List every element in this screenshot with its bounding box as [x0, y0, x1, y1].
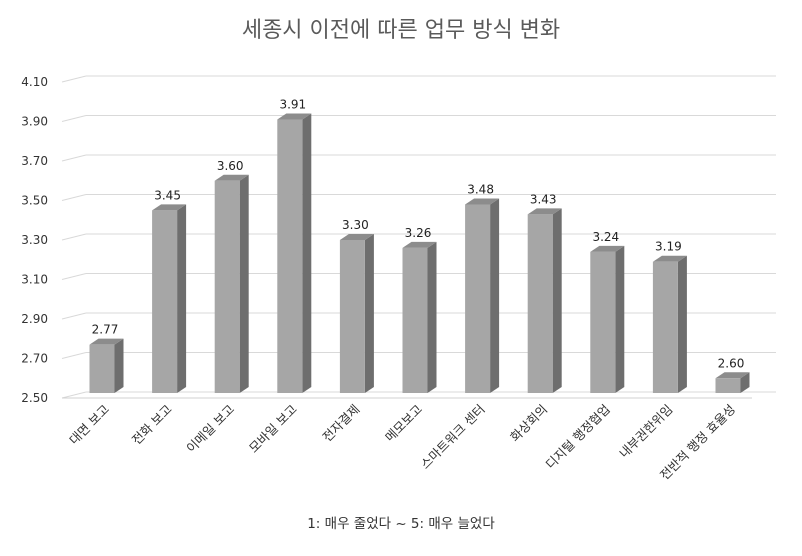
data-label: 3.60: [217, 159, 244, 173]
gridline-slant: [61, 312, 87, 320]
y-tick-label: 3.10: [21, 273, 48, 287]
x-tick-label: 내부권한위임: [616, 402, 675, 461]
y-tick-label: 2.90: [21, 312, 48, 326]
bar-layer: [89, 113, 750, 394]
bar-top: [277, 113, 312, 120]
x-tick-label: 디지털 행정협업: [543, 402, 613, 472]
data-label: 2.60: [718, 356, 745, 370]
bar-side: [177, 204, 187, 393]
bar-top: [214, 174, 249, 181]
y-tick-label: 3.30: [21, 233, 48, 247]
data-label: 3.91: [279, 98, 306, 112]
bar-front: [590, 251, 616, 393]
bar: [715, 372, 750, 393]
bar: [652, 255, 687, 393]
bar-front: [89, 344, 115, 393]
bar-top: [89, 338, 124, 345]
bar: [527, 208, 562, 393]
data-label: 3.43: [530, 192, 557, 206]
data-label: 3.45: [154, 188, 181, 202]
bar-front: [277, 119, 303, 394]
data-label: 2.77: [92, 323, 119, 337]
bar-top: [152, 204, 187, 211]
x-tick-label: 모바일 보고: [246, 402, 300, 456]
bar-side: [490, 198, 500, 393]
bar-front: [402, 247, 428, 393]
x-tick-label: 화상회의: [507, 402, 550, 445]
x-tick-label: 대면 보고: [66, 402, 112, 448]
bar-top: [402, 241, 437, 248]
gridline-slant: [61, 115, 87, 122]
bar-side: [114, 338, 124, 393]
bar: [339, 234, 374, 393]
chart-title: 세종시 이전에 따른 업무 방식 변화: [242, 18, 560, 43]
bar-front: [715, 378, 741, 393]
bar-front: [214, 180, 240, 393]
bar-side: [552, 208, 562, 393]
gridline-slant: [61, 233, 87, 241]
bar-front: [152, 210, 178, 393]
x-tick-label: 전자결제: [319, 402, 362, 445]
bar: [89, 338, 124, 393]
gridline-slant: [61, 352, 87, 359]
value-labels: 2.77 3.45 3.60 3.91 3.30 3.26 3.48 3.43 3.24 3.19…: [92, 98, 745, 371]
bar: [214, 174, 249, 393]
y-axis-ticks: 2.50 2.70 2.90 3.10 3.30 3.50 3.70 3.90 4.10: [21, 75, 48, 405]
gridline-slant: [61, 154, 87, 162]
bar-side: [302, 113, 312, 394]
y-tick-label: 3.70: [21, 154, 48, 168]
x-tick-label: 전화 보고: [129, 402, 175, 448]
data-label: 3.30: [342, 218, 369, 232]
data-label: 3.19: [655, 240, 682, 254]
x-tick-label: 이메일 보고: [183, 402, 237, 456]
bar: [465, 198, 500, 393]
bar-front: [465, 204, 491, 393]
bar-front: [652, 261, 678, 393]
bar-side: [677, 255, 687, 393]
gridline-slant: [61, 273, 87, 280]
gridline-slant: [61, 391, 87, 399]
bar-side: [427, 241, 437, 393]
bar: [402, 241, 437, 393]
bar-side: [364, 234, 374, 393]
gridline-slant: [61, 75, 87, 83]
x-tick-label: 스마트워크 센터: [417, 402, 487, 472]
y-tick-label: 3.50: [21, 194, 48, 208]
bar-top: [590, 245, 625, 252]
bar-top: [339, 234, 374, 240]
bar-side: [615, 245, 625, 393]
bar-top: [652, 255, 687, 262]
data-label: 3.48: [467, 182, 494, 196]
bar: [277, 113, 312, 394]
bar-top: [715, 372, 750, 379]
bar-side: [740, 372, 750, 393]
bar-side: [239, 174, 249, 393]
y-tick-label: 4.10: [21, 75, 48, 89]
data-label: 3.26: [405, 226, 432, 240]
y-tick-label: 2.70: [21, 352, 48, 366]
bar-top: [527, 208, 562, 215]
x-tick-label: 메모보고: [382, 402, 425, 445]
x-axis-title: 1: 매우 줄었다 ~ 5: 매우 늘었다: [307, 516, 495, 532]
bar: [590, 245, 625, 393]
gridline-slant: [61, 194, 87, 201]
bar-top: [465, 198, 500, 205]
bar-front: [527, 214, 553, 393]
y-tick-label: 3.90: [21, 115, 48, 129]
bar-front: [339, 240, 365, 393]
y-tick-label: 2.50: [21, 391, 48, 405]
data-label: 3.24: [592, 230, 619, 244]
bar: [152, 204, 187, 393]
